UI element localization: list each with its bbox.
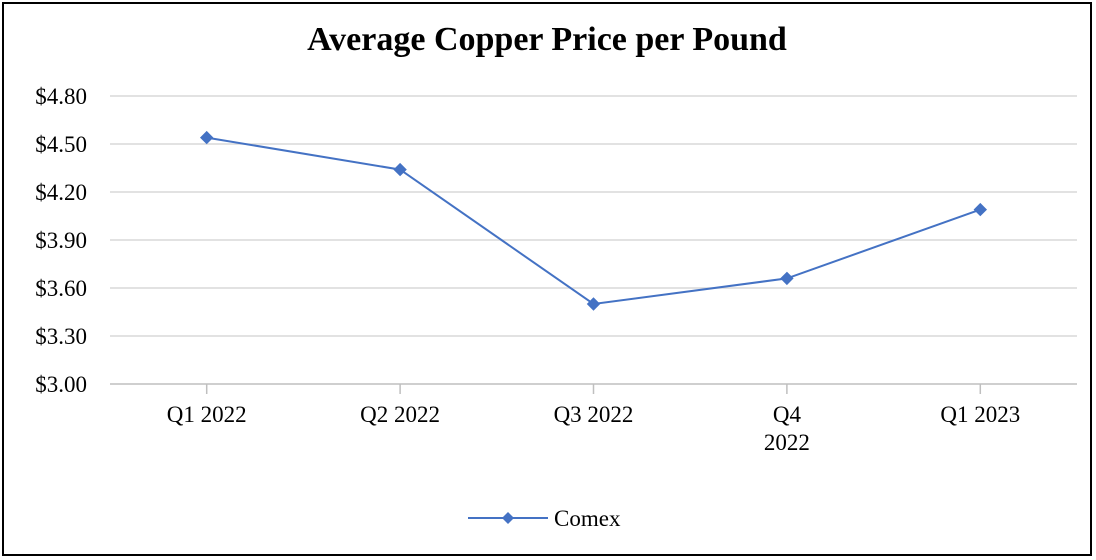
series-comex <box>199 130 988 311</box>
data-point <box>199 130 214 145</box>
data-point <box>586 297 601 311</box>
legend-marker <box>502 512 514 524</box>
data-point <box>780 271 794 286</box>
y-tick-label: $4.80 <box>35 84 87 109</box>
y-tick-label: $3.30 <box>35 324 87 349</box>
legend: Comex <box>468 506 621 531</box>
y-tick-label: $4.20 <box>35 180 87 205</box>
series-line <box>206 136 981 306</box>
legend-label: Comex <box>554 506 621 531</box>
x-tick-label: Q3 2022 <box>554 402 634 427</box>
gridlines <box>110 95 1077 337</box>
y-axis-ticks: $3.00 $3.30 $3.60 $3.90 $4.20 $4.50 $4.80 <box>35 84 87 397</box>
x-tick-label: Q1 2022 <box>167 402 247 427</box>
x-tick-label: Q2 2022 <box>360 402 440 427</box>
x-tick-label: Q1 2023 <box>940 402 1020 427</box>
y-tick-label: $3.60 <box>35 276 87 301</box>
y-tick-label: $4.50 <box>35 132 87 157</box>
chart-svg: Average Copper Price per Pound $3.00 $3.3… <box>35 21 1077 531</box>
chart-title: Average Copper Price per Pound <box>307 21 787 58</box>
x-tick-label: Q4 2022 <box>764 402 810 455</box>
data-point <box>973 202 988 217</box>
y-tick-label: $3.00 <box>35 372 87 397</box>
x-axis: Q1 2022 Q2 2022 Q3 2022 Q4 2022 Q1 2023 <box>110 383 1077 455</box>
data-point <box>393 162 407 177</box>
y-tick-label: $3.90 <box>35 228 87 253</box>
